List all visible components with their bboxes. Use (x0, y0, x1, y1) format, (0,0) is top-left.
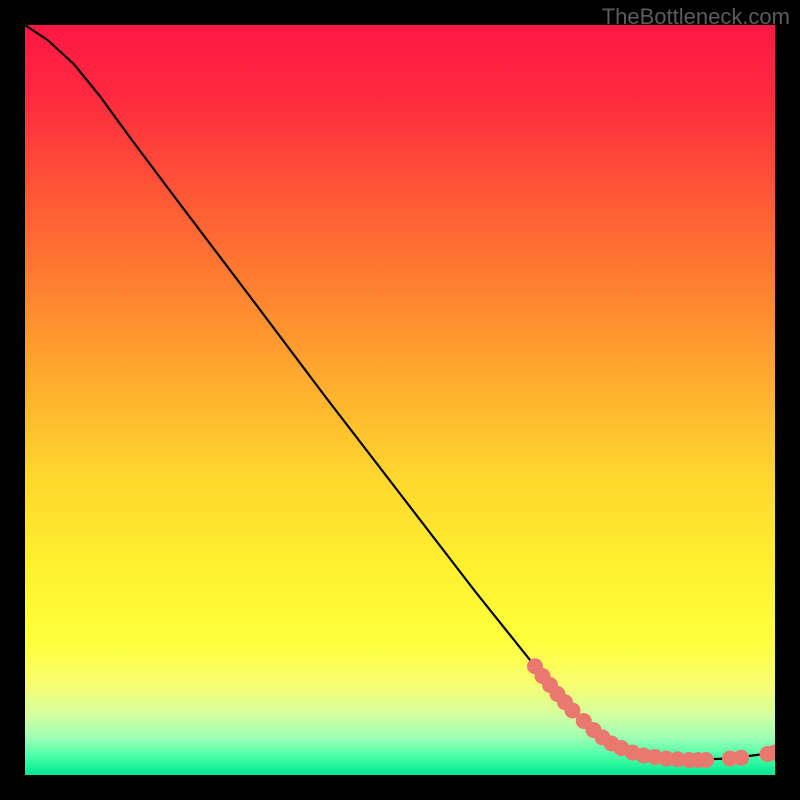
chart-frame: TheBottleneck.com (0, 0, 800, 800)
attribution-text: TheBottleneck.com (602, 4, 790, 30)
chart-svg (25, 25, 775, 775)
data-marker (733, 750, 749, 766)
plot-area (25, 25, 775, 775)
data-marker (698, 752, 714, 768)
chart-background (25, 25, 775, 775)
